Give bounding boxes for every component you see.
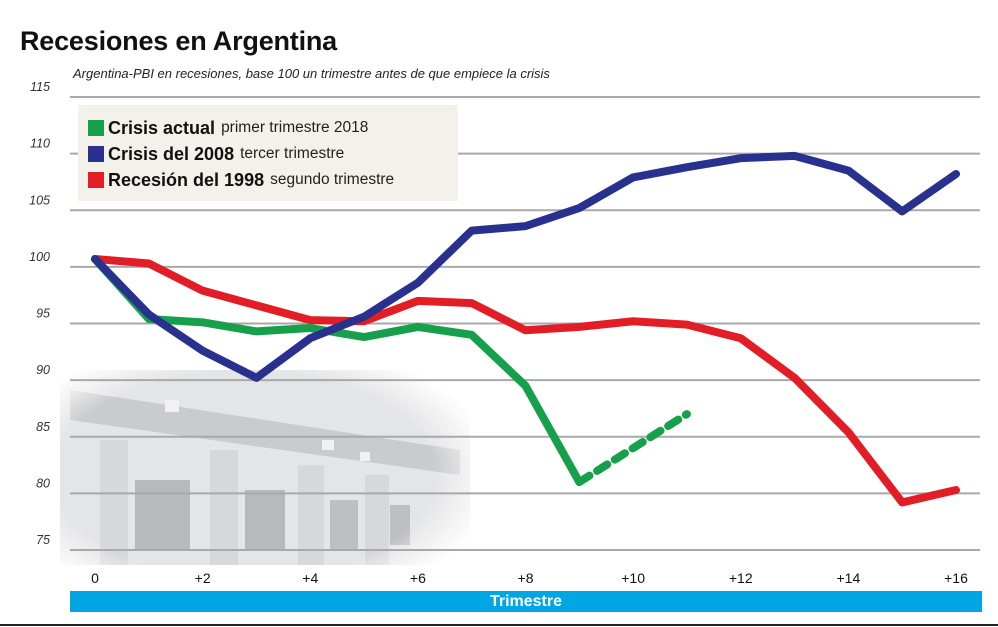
- legend-label-bold: Recesión del 1998: [108, 169, 265, 190]
- bottom-divider: [0, 624, 998, 626]
- chart-title: Recesiones en Argentina: [20, 26, 338, 56]
- x-tick-label: +6: [410, 570, 426, 586]
- legend-swatch-blue: [88, 146, 104, 162]
- y-axis-ticks: 75 80 85 90 95 100 105 110 115: [29, 80, 50, 547]
- y-tick-label: 100: [29, 250, 50, 264]
- legend-item-recesion-1998: Recesión del 1998 segundo trimestre: [88, 167, 458, 193]
- legend-swatch-green: [88, 120, 104, 136]
- x-tick-label: +16: [944, 570, 968, 586]
- y-tick-label: 95: [36, 307, 50, 321]
- series-line-2: [91, 254, 960, 507]
- x-tick-label: +8: [518, 570, 534, 586]
- y-tick-label: 105: [29, 193, 50, 207]
- legend-item-crisis-actual: Crisis actual primer trimestre 2018: [88, 115, 458, 141]
- legend-label-detail: segundo trimestre: [270, 171, 395, 188]
- x-tick-label: +4: [302, 570, 318, 586]
- x-tick-label: +12: [729, 570, 753, 586]
- series-line-1: [91, 151, 960, 382]
- series-lines: [91, 151, 960, 507]
- y-tick-label: 85: [36, 420, 50, 434]
- legend-label-detail: primer trimestre 2018: [221, 119, 369, 136]
- x-axis-title: Trimestre: [489, 592, 563, 610]
- x-tick-label: +14: [837, 570, 861, 586]
- legend: Crisis actual primer trimestre 2018 Cris…: [78, 105, 458, 201]
- y-tick-label: 110: [30, 137, 50, 151]
- x-tick-label: +2: [195, 570, 211, 586]
- y-tick-label: 115: [30, 80, 50, 94]
- chart-subtitle: Argentina-PBI en recesiones, base 100 un…: [73, 66, 550, 81]
- legend-label-bold: Crisis del 2008: [108, 143, 235, 164]
- series-line-0: [91, 254, 584, 487]
- x-tick-label: +10: [621, 570, 645, 586]
- legend-swatch-red: [88, 172, 104, 188]
- legend-label-detail: tercer trimestre: [240, 145, 345, 162]
- legend-label-bold: Crisis actual: [108, 117, 216, 138]
- y-tick-label: 75: [36, 533, 50, 547]
- legend-item-crisis-2008: Crisis del 2008 tercer trimestre: [88, 141, 458, 167]
- y-tick-label: 90: [36, 363, 50, 377]
- x-tick-label: 0: [91, 570, 99, 586]
- x-axis-ticks: 0 +2 +4 +6 +8 +10 +12 +14 +16: [91, 570, 968, 586]
- x-axis-title-bar: Trimestre: [70, 591, 982, 612]
- series-projection-dashed: [575, 410, 691, 487]
- y-tick-label: 80: [36, 476, 50, 490]
